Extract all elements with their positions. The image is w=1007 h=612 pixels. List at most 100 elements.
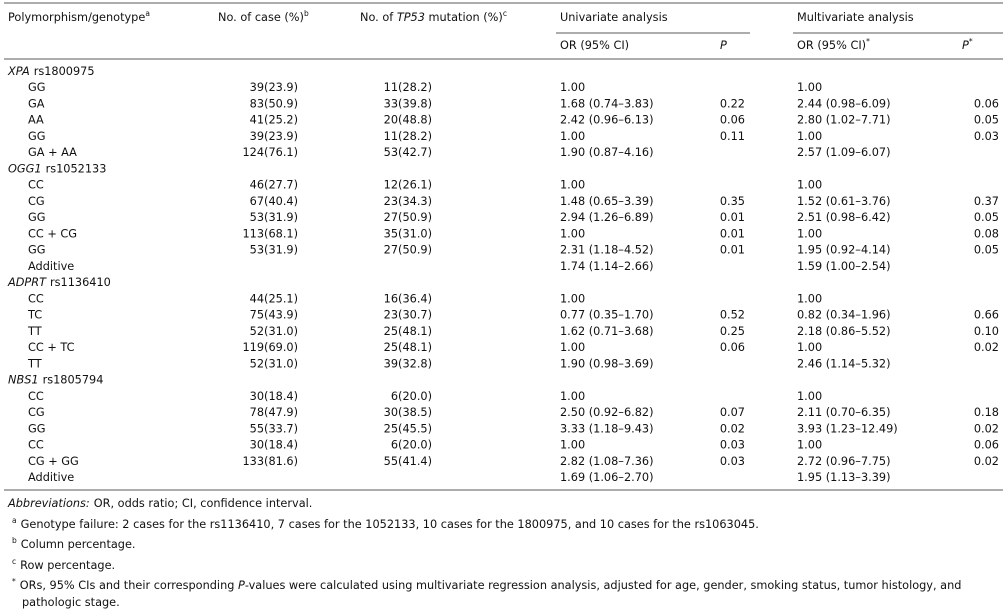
mutation-count: 30(38.5) <box>384 406 432 419</box>
genotype: CC + CG <box>28 227 77 240</box>
footnote-text: P <box>238 579 245 593</box>
case-count: 113(68.1) <box>242 227 298 240</box>
case-count: 78(47.9) <box>250 406 298 419</box>
multivariate-or: 2.51 (0.98–6.42) <box>797 211 891 224</box>
univariate-p: 0.22 <box>720 97 745 110</box>
mutation-count: 6(20.0) <box>391 439 432 452</box>
snp: rs1805794 <box>43 374 104 387</box>
genotype: CG + GG <box>28 455 79 468</box>
case-count: 30(18.4) <box>250 390 298 403</box>
column-header: P <box>720 39 727 52</box>
mutation-count: 23(34.3) <box>384 195 432 208</box>
multivariate-or: 1.00 <box>797 390 822 403</box>
header-text: Polymorphism/genotype <box>8 11 145 24</box>
multivariate-or: 1.00 <box>797 439 822 452</box>
case-count: 119(69.0) <box>242 341 298 354</box>
header-text: P <box>962 39 969 52</box>
footnote-text: ORs, 95% CIs and their corresponding <box>19 579 238 593</box>
univariate-or: 3.33 (1.18–9.43) <box>560 422 654 435</box>
case-count: 133(81.6) <box>242 455 298 468</box>
univariate-or: 1.00 <box>560 81 585 94</box>
multivariate-or: 2.11 (0.70–6.35) <box>797 406 891 419</box>
univariate-p: 0.02 <box>720 422 745 435</box>
snp: rs1136410 <box>50 276 111 289</box>
univariate-or: 1.00 <box>560 439 585 452</box>
footnote-mark: c <box>12 556 17 566</box>
header-text: No. of case (%) <box>218 11 304 24</box>
case-count: 39(23.9) <box>250 130 298 143</box>
case-count: 30(18.4) <box>250 439 298 452</box>
univariate-or: 1.90 (0.98–3.69) <box>560 357 654 370</box>
multivariate-p: 0.03 <box>974 130 999 143</box>
multivariate-or: 1.59 (1.00–2.54) <box>797 260 891 273</box>
footnote-mark: b <box>12 536 17 546</box>
genotype: AA <box>28 114 44 127</box>
mutation-count: 6(20.0) <box>391 390 432 403</box>
genotype: GG <box>28 244 46 257</box>
multivariate-p: 0.10 <box>974 325 999 338</box>
genotype: CC + TC <box>28 341 75 354</box>
multivariate-p: 0.37 <box>974 195 999 208</box>
univariate-or: 1.00 <box>560 341 585 354</box>
genotype: TT <box>27 325 42 338</box>
genotype: Additive <box>28 471 74 484</box>
footnote: b Column percentage. <box>8 533 1000 554</box>
abbreviations: Abbreviations: OR, odds ratio; CI, confid… <box>8 496 1000 513</box>
case-count: 53(31.9) <box>250 244 298 257</box>
footnote-mark: * <box>12 577 16 587</box>
multivariate-p: 0.02 <box>974 422 999 435</box>
column-header: Polymorphism/genotypea <box>8 9 150 24</box>
genotype: GG <box>28 211 46 224</box>
multivariate-or: 2.80 (1.02–7.71) <box>797 114 891 127</box>
univariate-p: 0.07 <box>720 406 745 419</box>
footnote: c Row percentage. <box>8 554 1000 575</box>
univariate-or: 1.00 <box>560 227 585 240</box>
column-header: No. of TP53 mutation (%)c <box>360 9 507 24</box>
multivariate-or: 1.00 <box>797 81 822 94</box>
univariate-or: 1.68 (0.74–3.83) <box>560 97 654 110</box>
case-count: 124(76.1) <box>242 146 298 159</box>
case-count: 83(50.9) <box>250 97 298 110</box>
case-count: 39(23.9) <box>250 81 298 94</box>
gene: XPA <box>7 65 30 78</box>
univariate-or: 1.69 (1.06–2.70) <box>560 471 654 484</box>
univariate-or: 1.90 (0.87–4.16) <box>560 146 654 159</box>
multivariate-or: 1.95 (1.13–3.39) <box>797 471 891 484</box>
column-header: P* <box>962 37 973 52</box>
group-header: OGG1 rs1052133 <box>8 162 106 175</box>
case-count: 67(40.4) <box>250 195 298 208</box>
mutation-count: 25(45.5) <box>384 422 432 435</box>
multivariate-or: 2.46 (1.14–5.32) <box>797 357 891 370</box>
multivariate-or: 2.44 (0.98–6.09) <box>797 97 891 110</box>
univariate-or: 1.00 <box>560 390 585 403</box>
multivariate-p: 0.02 <box>974 455 999 468</box>
multivariate-or: 1.00 <box>797 130 822 143</box>
genotype: TC <box>27 309 42 322</box>
mutation-count: 23(30.7) <box>384 309 432 322</box>
table: Polymorphism/genotypea No. of case (%)b … <box>4 2 1003 491</box>
univariate-or: 1.62 (0.71–3.68) <box>560 325 654 338</box>
mutation-count: 25(48.1) <box>384 341 432 354</box>
multivariate-p: 0.05 <box>974 211 999 224</box>
genotype: GG <box>28 81 46 94</box>
gene: NBS1 <box>8 374 39 387</box>
univariate-or: 2.31 (1.18–4.52) <box>560 244 654 257</box>
univariate-or: 2.50 (0.92–6.82) <box>560 406 654 419</box>
multivariate-or: 1.00 <box>797 179 822 192</box>
gene: OGG1 <box>8 162 42 175</box>
header-text: TP53 <box>397 11 425 24</box>
column-header: OR (95% CI) <box>560 39 629 52</box>
univariate-or: 2.94 (1.26–6.89) <box>560 211 654 224</box>
multivariate-p: 0.66 <box>974 309 999 322</box>
univariate-or: 1.74 (1.14–2.66) <box>560 260 654 273</box>
footnote-mark: * <box>969 37 973 46</box>
footnote-mark: a <box>145 9 150 18</box>
column-header: Univariate analysis <box>560 11 668 24</box>
multivariate-p: 0.05 <box>974 114 999 127</box>
univariate-p: 0.03 <box>720 439 745 452</box>
mutation-count: 11(28.2) <box>384 81 432 94</box>
genotype: GG <box>28 130 46 143</box>
genotype: GG <box>28 422 46 435</box>
multivariate-or: 2.18 (0.86–5.52) <box>797 325 891 338</box>
